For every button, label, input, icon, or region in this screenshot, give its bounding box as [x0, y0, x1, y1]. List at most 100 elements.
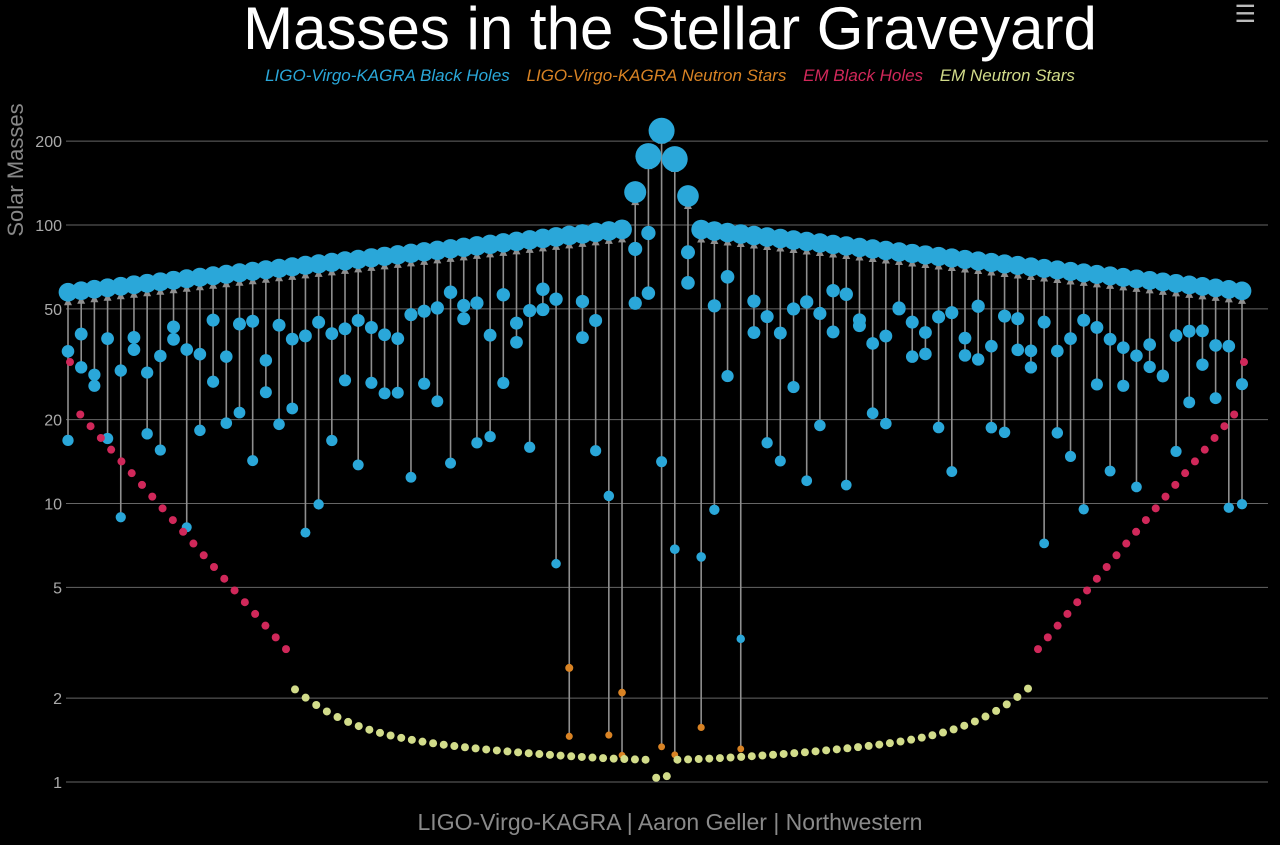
lvk-black-hole-point — [536, 302, 550, 317]
merger-arrows — [64, 135, 1246, 756]
legend-item-lvk-black-holes[interactable]: LIGO-Virgo-KAGRA Black Holes — [265, 66, 510, 85]
lvk-black-hole-point — [484, 430, 496, 443]
em-neutron-star-point — [439, 740, 448, 749]
y-axis-ticks: 1 2 5 10 20 50 100 200 — [35, 134, 62, 792]
y-tick-label: 20 — [44, 413, 62, 430]
em-black-hole-point — [261, 621, 270, 630]
em-neutron-star-point — [577, 752, 586, 761]
lvk-black-hole-point — [1209, 392, 1222, 405]
em-black-hole-point — [1122, 539, 1131, 548]
em-neutron-star-point — [928, 731, 937, 740]
legend-item-em-black-holes[interactable]: EM Black Holes — [803, 66, 924, 85]
lvk-black-hole-point — [496, 288, 511, 302]
em-neutron-star-point — [397, 733, 406, 742]
em-black-hole-point — [1151, 504, 1160, 513]
lvk-black-hole-point — [747, 294, 761, 308]
lvk-black-hole-point — [88, 368, 101, 381]
em-black-hole-point — [86, 422, 95, 431]
lvk-black-hole-point — [74, 327, 88, 341]
lvk-black-hole-point — [985, 421, 998, 434]
lvk-black-hole-point — [800, 295, 814, 309]
em-neutron-star-point — [641, 755, 650, 764]
lvk-black-hole-point — [813, 306, 827, 321]
lvk-black-hole-point — [247, 455, 259, 467]
em-black-hole-point — [1053, 621, 1062, 630]
lvk-black-hole-point — [101, 432, 114, 445]
legend-item-lvk-neutron-stars[interactable]: LIGO-Virgo-KAGRA Neutron Stars — [526, 66, 787, 85]
hamburger-menu-icon[interactable]: ☰ — [1234, 1, 1256, 28]
em-neutron-star-point — [333, 713, 342, 722]
lvk-black-hole-point — [551, 558, 561, 569]
lvk-neutron-star-point — [565, 663, 574, 672]
em-black-hole-point — [158, 504, 167, 513]
em-neutron-star-point — [939, 728, 948, 737]
lvk-black-hole-point — [273, 418, 285, 431]
em-neutron-star-point — [1024, 684, 1032, 693]
em-black-hole-point — [1220, 422, 1229, 431]
y-tick-label: 50 — [44, 302, 62, 319]
legend-item-em-neutron-stars[interactable]: EM Neutron Stars — [939, 66, 1075, 85]
em-black-hole-point — [1092, 574, 1101, 583]
lvk-black-hole-point — [365, 376, 378, 389]
lvk-black-hole-point — [866, 407, 879, 420]
lvk-black-hole-point — [154, 349, 167, 363]
em-neutron-star-point — [960, 721, 969, 730]
em-black-hole-point — [1132, 527, 1141, 536]
em-neutron-star-point — [365, 725, 374, 734]
lvk-black-hole-point — [945, 306, 959, 320]
em-neutron-star-point — [301, 693, 310, 702]
lvk-black-hole-point — [193, 347, 207, 361]
em-neutron-star-point — [471, 744, 480, 753]
lvk-black-hole-point — [998, 426, 1011, 439]
y-tick-label: 1 — [53, 775, 62, 792]
em-neutron-star-point — [896, 737, 905, 746]
lvk-black-hole-point — [404, 308, 418, 322]
em-neutron-star-point — [312, 701, 321, 710]
em-neutron-star-point — [864, 741, 873, 750]
lvk-black-hole-point — [814, 419, 826, 432]
lvk-black-hole-point — [1103, 332, 1117, 346]
em-black-hole-point — [220, 574, 229, 583]
lvk-black-hole-point — [207, 375, 220, 388]
em-neutron-star-point — [407, 735, 416, 744]
lvk-black-hole-point — [127, 331, 141, 344]
em-neutron-star-point — [949, 725, 958, 734]
chart-title: Masses in the Stellar Graveyard — [243, 0, 1097, 62]
lvk-neutron-star-point — [697, 723, 705, 732]
em-neutron-star-point — [822, 746, 831, 755]
em-neutron-star-point — [429, 739, 438, 748]
lvk-black-hole-point — [1182, 324, 1196, 338]
lvk-black-hole-point — [905, 315, 919, 329]
lvk-black-hole-point — [1090, 378, 1103, 391]
em-neutron-star-point — [535, 750, 544, 759]
lvk-black-hole-point — [575, 294, 590, 309]
data-points — [58, 117, 1252, 782]
lvk-black-hole-point — [75, 361, 88, 374]
lvk-black-hole-point — [1024, 344, 1038, 358]
em-neutron-star-point — [492, 746, 501, 755]
lvk-black-hole-point — [1116, 341, 1130, 355]
em-neutron-star-point — [482, 745, 491, 754]
lvk-black-hole-point — [840, 479, 852, 491]
lvk-black-hole-point — [1064, 332, 1077, 346]
lvk-black-hole-point — [680, 245, 695, 260]
lvk-black-hole-point — [892, 301, 906, 315]
em-neutron-star-point — [705, 754, 714, 763]
lvk-black-hole-point — [1104, 465, 1116, 477]
lvk-black-hole-point — [167, 320, 180, 334]
em-neutron-star-point — [885, 739, 894, 748]
lvk-neutron-star-point — [618, 688, 626, 697]
em-neutron-star-point — [354, 722, 363, 731]
lvk-black-hole-point — [285, 332, 299, 346]
y-axis-label: Solar Masses — [3, 103, 28, 237]
lvk-black-hole-point — [1130, 349, 1143, 363]
lvk-black-hole-point — [141, 428, 153, 440]
lvk-black-hole-point — [1037, 315, 1051, 329]
lvk-black-hole-point — [352, 459, 364, 471]
lvk-black-hole-point — [932, 310, 946, 324]
lvk-black-hole-point — [88, 379, 101, 392]
lvk-black-hole-point — [1209, 339, 1222, 352]
lvk-black-hole-point — [483, 328, 497, 342]
lvk-black-hole-point — [220, 417, 233, 429]
